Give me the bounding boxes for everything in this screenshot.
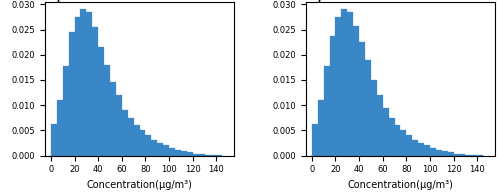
Bar (312, 124, 318, 156)
Bar (62, 66, 68, 156)
Bar (353, 26, 359, 156)
Bar (478, 155, 483, 156)
X-axis label: Concentration(μg/m³): Concentration(μg/m³) (86, 180, 192, 190)
Bar (359, 42, 365, 156)
Bar (472, 155, 478, 156)
Bar (365, 60, 371, 156)
Bar (146, 135, 152, 156)
Bar (181, 151, 187, 156)
Bar (175, 151, 181, 156)
Bar (187, 152, 192, 156)
Bar (466, 155, 471, 156)
Bar (388, 118, 394, 156)
Bar (442, 151, 448, 156)
Bar (348, 12, 353, 156)
Bar (424, 146, 430, 156)
Bar (330, 36, 336, 156)
Bar (80, 9, 86, 156)
Bar (371, 80, 377, 156)
Bar (128, 118, 134, 156)
Bar (324, 66, 330, 156)
Bar (400, 130, 406, 156)
Bar (336, 17, 342, 156)
Bar (158, 143, 163, 156)
Bar (318, 100, 324, 156)
Bar (430, 148, 436, 156)
Bar (448, 152, 454, 156)
Bar (382, 108, 388, 156)
Bar (192, 154, 198, 156)
Text: Distribution of MER PM$_{2.5}$ data with 13.64% of
missing data + 6.36% of artif: Distribution of MER PM$_{2.5}$ data with… (306, 0, 364, 2)
Bar (169, 148, 175, 156)
Bar (454, 154, 460, 156)
Bar (412, 140, 418, 156)
Bar (436, 151, 442, 156)
Text: Distribution of MER PM$_{2.5}$ data with 13.64% of missing
data after imputation: Distribution of MER PM$_{2.5}$ data with… (45, 0, 104, 2)
Bar (86, 12, 92, 156)
Bar (210, 155, 216, 156)
Bar (104, 65, 110, 156)
Bar (74, 17, 80, 156)
Bar (110, 83, 116, 156)
Bar (92, 27, 98, 156)
Bar (134, 125, 140, 156)
Bar (394, 125, 400, 156)
X-axis label: Concentration(μg/m³): Concentration(μg/m³) (348, 180, 454, 190)
Bar (68, 32, 74, 156)
Bar (122, 110, 128, 156)
Bar (342, 9, 347, 156)
Bar (418, 143, 424, 156)
Bar (406, 135, 412, 156)
Bar (460, 154, 466, 156)
Bar (116, 95, 122, 156)
Bar (377, 95, 382, 156)
Bar (51, 124, 57, 156)
Bar (216, 155, 222, 156)
Bar (204, 155, 210, 156)
Bar (163, 146, 169, 156)
Bar (98, 47, 104, 156)
Bar (198, 154, 204, 156)
Bar (140, 130, 145, 156)
Bar (152, 140, 158, 156)
Bar (57, 100, 62, 156)
